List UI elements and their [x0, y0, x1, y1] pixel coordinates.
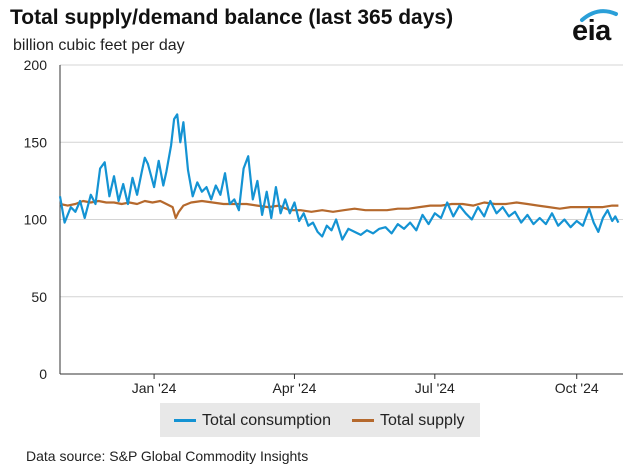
series-line-consumption	[58, 113, 620, 241]
legend-swatch-consumption	[174, 419, 196, 423]
chart-subtitle: billion cubic feet per day	[13, 37, 185, 54]
axes: 0 50 100 150 200 Jan '24 Apr '24 Jul '24 Oct '24	[24, 57, 599, 396]
y-tick-label-50: 50	[31, 289, 47, 305]
x-tick-label-0: Jan '24	[132, 380, 177, 396]
legend-label-supply: Total supply	[380, 412, 465, 429]
series-lines	[58, 113, 620, 241]
data-source: Data source: S&P Global Commodity Insigh…	[26, 448, 309, 464]
legend-label-consumption: Total consumption	[202, 412, 331, 429]
y-tick-label-100: 100	[24, 212, 48, 228]
x-tick-label-1: Apr '24	[272, 380, 316, 396]
y-tick-label-0: 0	[39, 366, 47, 382]
y-tick-label-150: 150	[24, 134, 48, 150]
legend: Total consumption Total supply	[160, 403, 480, 437]
eia-logo-text: eia	[572, 15, 611, 47]
eia-logo: eia	[568, 6, 622, 47]
y-tick-label-200: 200	[24, 57, 48, 73]
legend-swatch-supply	[352, 419, 374, 423]
series-line-supply	[59, 199, 619, 220]
chart-title: Total supply/demand balance (last 365 da…	[10, 6, 454, 29]
legend-item-supply: Total supply	[352, 412, 465, 430]
x-tick-label-3: Oct '24	[555, 380, 599, 396]
x-tick-label-2: Jul '24	[415, 380, 455, 396]
legend-item-consumption: Total consumption	[174, 412, 331, 430]
eia-logo-arc-icon	[580, 9, 618, 22]
